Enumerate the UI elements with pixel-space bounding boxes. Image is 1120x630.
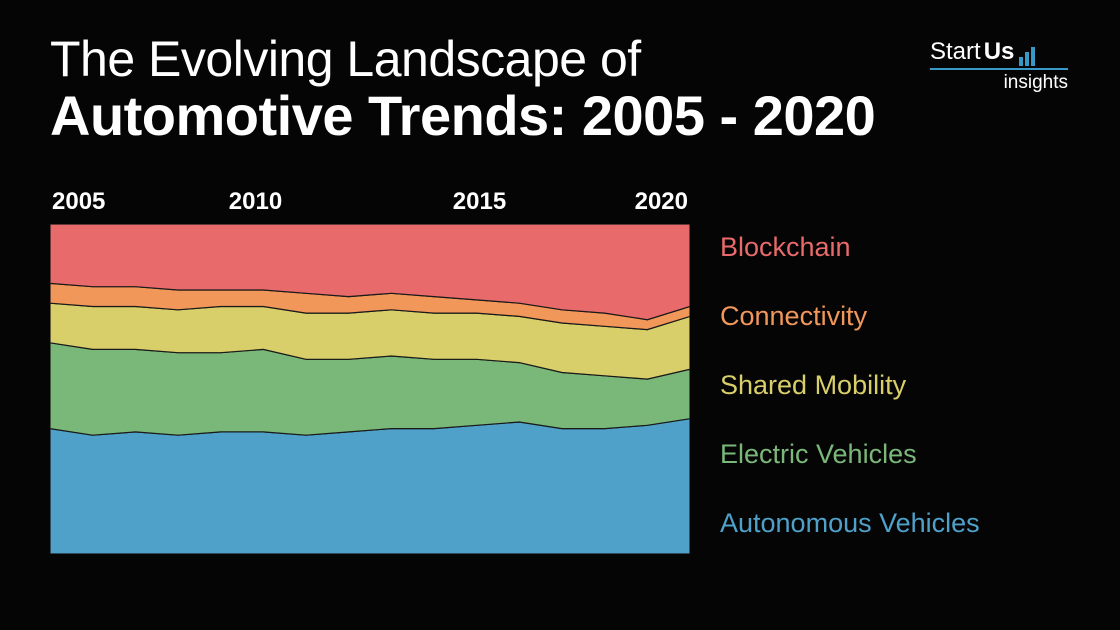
area-autonomous [50,419,690,554]
logo-text-part1: Start [930,38,981,66]
logo-subtext: insights [930,72,1068,94]
logo-underline [930,68,1068,70]
x-tick-2015: 2015 [400,188,559,216]
x-tick-2010: 2010 [176,188,335,216]
legend-item-electric: Electric Vehicles [720,439,980,470]
legend-item-shared: Shared Mobility [720,370,980,401]
chart-container: 2005 2010 2015 2020 [50,188,690,554]
brand-logo: StartUs insights [930,38,1068,94]
logo-bars-icon [1019,47,1035,66]
title-line-2: Automotive Trends: 2005 - 2020 [50,83,1070,148]
title-line-1: The Evolving Landscape of [50,30,1070,88]
legend-item-blockchain: Blockchain [720,232,980,263]
legend-item-connectivity: Connectivity [720,301,980,332]
stacked-area-chart [50,224,690,554]
chart-legend: Blockchain Connectivity Shared Mobility Ele… [720,232,980,539]
legend-item-autonomous: Autonomous Vehicles [720,508,980,539]
logo-text-part2: Us [984,38,1015,66]
x-axis-labels: 2005 2010 2015 2020 [50,188,690,216]
